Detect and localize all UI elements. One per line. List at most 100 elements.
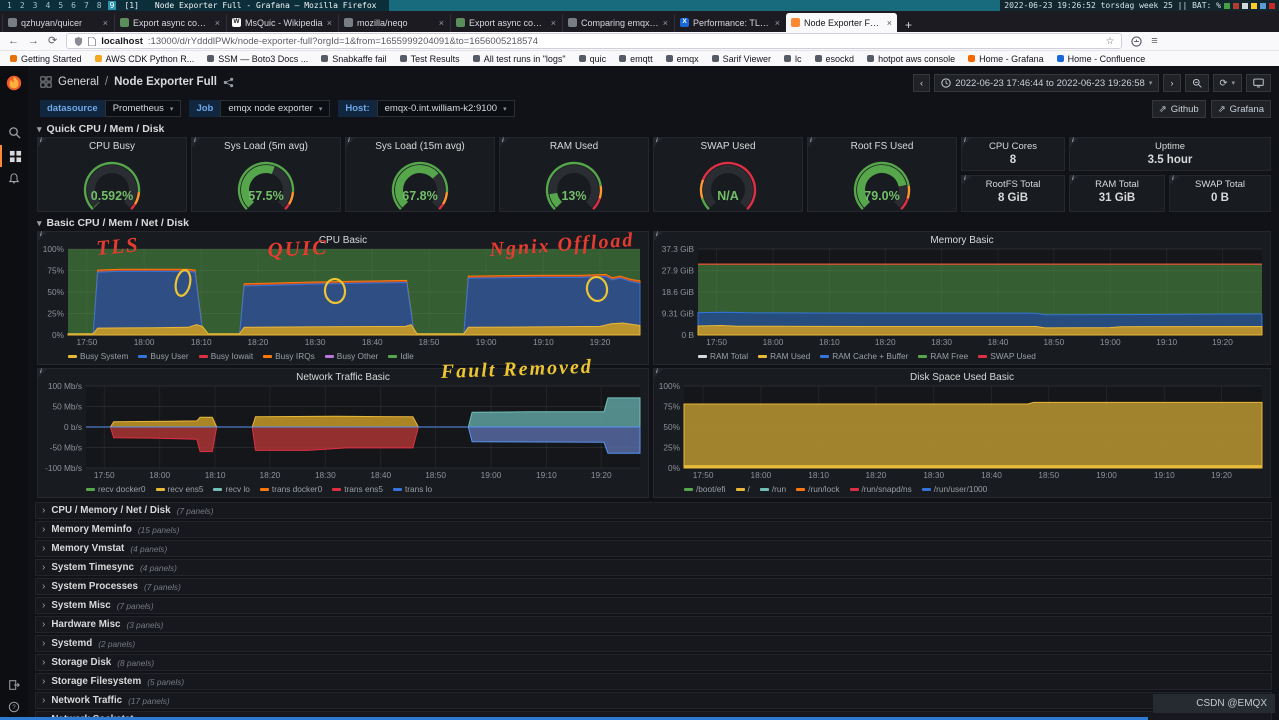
legend-item[interactable]: recv lo (213, 484, 250, 494)
row-header-quick[interactable]: ▾ Quick CPU / Mem / Disk (37, 123, 165, 135)
tab-close-button[interactable]: × (662, 17, 668, 28)
browser-tab[interactable]: Node Exporter Full - Gra× (786, 13, 897, 32)
variable-dropdown[interactable]: emqx node exporter ▾ (220, 100, 331, 117)
menu-icon[interactable]: ≡ (1151, 34, 1158, 47)
workspace-button[interactable]: 4 (45, 1, 51, 10)
dashboard-title[interactable]: Node Exporter Full (114, 76, 217, 88)
tab-close-button[interactable]: × (326, 17, 332, 28)
sign-in-icon[interactable] (0, 674, 28, 696)
workspace-button[interactable]: 8 (96, 1, 102, 10)
chart-network-traffic[interactable]: 17:50 18:00 18:10 18:20 18:30 18:40 18:50 19:00… (38, 381, 648, 481)
panel-title[interactable]: CPU Busy (88, 141, 136, 152)
bookmark-item[interactable]: SSM — Boto3 Docs ... (207, 54, 308, 64)
collapsed-row[interactable]: › Storage Filesystem (5 panels) (35, 673, 1272, 690)
refresh-button[interactable]: ⟳ ▾ (1212, 74, 1242, 92)
workspace-button[interactable]: 1 (7, 1, 12, 10)
browser-tab[interactable]: qzhuyan/quicer × (2, 13, 113, 32)
panel-info-icon[interactable]: i (656, 231, 658, 238)
chart-disk-space[interactable]: 17:50 18:00 18:10 18:20 18:30 18:40 18:50 19:00… (654, 381, 1270, 481)
browser-tab[interactable]: Export async connect an× (450, 13, 561, 32)
collapsed-row[interactable]: › Systemd (2 panels) (35, 635, 1272, 652)
panel-info-icon[interactable]: i (1072, 137, 1074, 144)
panel-info-icon[interactable]: i (1072, 175, 1074, 182)
panel-title[interactable]: Uptime (1154, 141, 1186, 152)
dashboards-icon[interactable] (0, 145, 28, 167)
legend-item[interactable]: /run (759, 484, 786, 494)
tray-icon[interactable] (1260, 2, 1266, 9)
panel-title[interactable]: Root FS Used (850, 141, 914, 152)
variable-dropdown[interactable]: Prometheus ▾ (104, 100, 182, 117)
panel-info-icon[interactable]: i (194, 137, 196, 144)
bookmark-item[interactable]: emqx (665, 54, 699, 64)
panel-title[interactable]: Sys Load (15m avg) (375, 141, 465, 152)
panel-title[interactable]: RAM Total (1095, 179, 1139, 190)
dashboard-link-github[interactable]: ⇗ Github (1151, 100, 1206, 118)
legend-item[interactable]: RAM Free (918, 351, 968, 361)
zoom-out-button[interactable] (1184, 74, 1209, 92)
legend-item[interactable]: Busy User (138, 351, 189, 361)
legend-item[interactable]: RAM Total (698, 351, 748, 361)
time-shift-forward-button[interactable]: › (1163, 74, 1181, 92)
legend-item[interactable]: / (735, 484, 750, 494)
legend-item[interactable]: /run/user/1000 (921, 484, 987, 494)
reload-button[interactable]: ⟳ (48, 34, 58, 47)
dashboard-link-grafana[interactable]: ⇗ Grafana (1210, 100, 1271, 118)
workspace-button[interactable]: 9 (107, 1, 117, 10)
panel-info-icon[interactable]: i (502, 137, 504, 144)
panel-title[interactable]: Disk Space Used Basic (910, 372, 1014, 383)
panel-title[interactable]: SWAP Total (1195, 179, 1245, 190)
forward-button[interactable]: → (28, 34, 39, 47)
workspace-button[interactable]: 7 (83, 1, 89, 10)
bookmark-item[interactable]: Home - Grafana (968, 54, 1044, 64)
browser-tab[interactable]: mozilla/neqo × (338, 13, 449, 32)
legend-item[interactable]: /boot/efi (684, 484, 726, 494)
bookmark-item[interactable]: emqtt (619, 54, 653, 64)
tray-icon[interactable] (1269, 2, 1275, 9)
bookmark-item[interactable]: Home - Confluence (1056, 54, 1145, 64)
collapsed-row[interactable]: › System Processes (7 panels) (35, 578, 1272, 595)
bookmark-item[interactable]: Snabkaffe fail (321, 54, 387, 64)
panel-title[interactable]: Sys Load (5m avg) (224, 141, 308, 152)
browser-tab[interactable]: Export async connect an× (114, 13, 225, 32)
collapsed-row[interactable]: › System Misc (7 panels) (35, 597, 1272, 614)
panel-info-icon[interactable]: i (656, 368, 658, 375)
time-range-picker[interactable]: 2022-06-23 17:46:44 to 2022-06-23 19:26:… (934, 74, 1160, 92)
bookmark-item[interactable]: quic (578, 54, 606, 64)
panel-info-icon[interactable]: i (40, 231, 42, 238)
legend-item[interactable]: Idle (388, 351, 414, 361)
chart-cpu-basic[interactable]: 17:50 18:00 18:10 18:20 18:30 18:40 18:50 19:00… (38, 244, 648, 348)
legend-item[interactable]: /run/lock (796, 484, 840, 494)
legend-item[interactable]: RAM Used (758, 351, 810, 361)
browser-tab[interactable]: X Performance: TLS1.2 VS× (674, 13, 785, 32)
collapsed-row[interactable]: › System Timesync (4 panels) (35, 559, 1272, 576)
legend-item[interactable]: recv ens5 (155, 484, 203, 494)
bookmark-item[interactable]: Sarif Viewer (711, 54, 771, 64)
panel-info-icon[interactable]: i (810, 137, 812, 144)
panel-info-icon[interactable]: i (1172, 175, 1174, 182)
grafana-logo[interactable] (0, 72, 28, 94)
bookmark-star-icon[interactable]: ☆ (1105, 35, 1115, 47)
tab-close-button[interactable]: × (214, 17, 220, 28)
help-icon[interactable]: ? (0, 696, 28, 718)
system-tray[interactable] (1224, 2, 1275, 9)
legend-item[interactable]: Busy Other (324, 351, 378, 361)
panel-info-icon[interactable]: i (964, 137, 966, 144)
variable-dropdown[interactable]: emqx-0.int.william-k2:9100 ▾ (376, 100, 515, 117)
legend-item[interactable]: Busy Iowait (198, 351, 253, 361)
bookmark-item[interactable]: Test Results (399, 54, 460, 64)
collapsed-row[interactable]: › Storage Disk (8 panels) (35, 654, 1272, 671)
workspace-button[interactable]: 3 (32, 1, 38, 10)
bookmark-item[interactable]: esockd (814, 54, 854, 64)
collapsed-row[interactable]: › Memory Meminfo (15 panels) (35, 521, 1272, 538)
legend-item[interactable]: /run/snapd/ns (849, 484, 912, 494)
panel-info-icon[interactable]: i (964, 175, 966, 182)
legend-item[interactable]: trans docker0 (259, 484, 322, 494)
back-button[interactable]: ← (8, 34, 19, 47)
panel-info-icon[interactable]: i (40, 137, 42, 144)
bookmark-item[interactable]: hotpot aws console (867, 54, 955, 64)
panel-info-icon[interactable]: i (40, 368, 42, 375)
legend-item[interactable]: trans ens5 (332, 484, 383, 494)
url-bar[interactable]: localhost:13000/d/rYdddlPWk/node-exporte… (66, 33, 1123, 49)
legend-item[interactable]: Busy IRQs (263, 351, 315, 361)
legend-item[interactable]: SWAP Used (978, 351, 1036, 361)
